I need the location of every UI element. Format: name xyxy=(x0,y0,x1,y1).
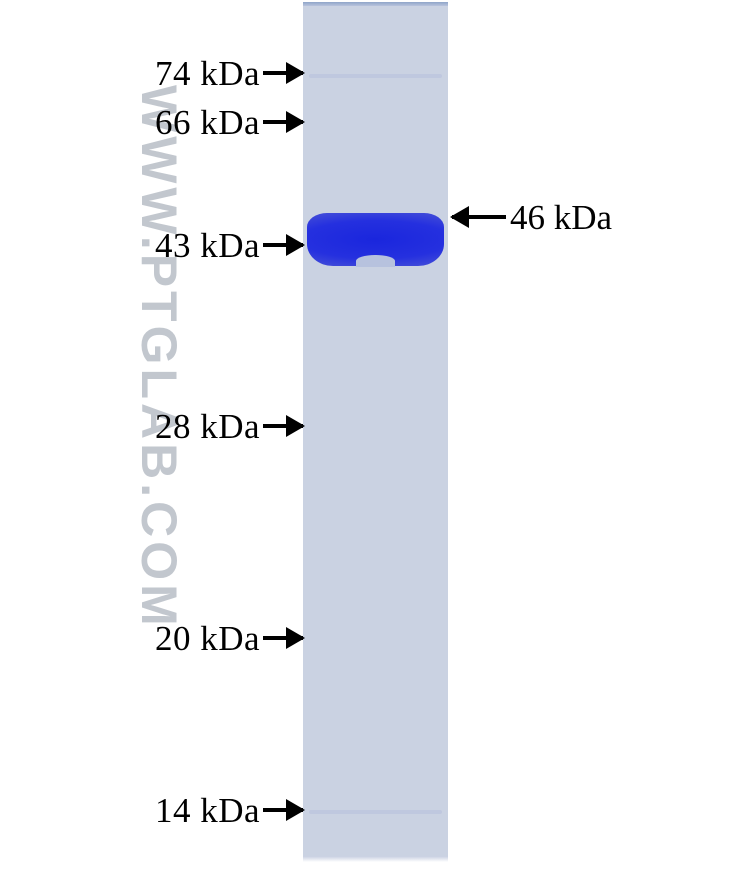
arrow-right-icon xyxy=(263,120,303,124)
arrow-left-icon xyxy=(452,215,506,219)
arrow-right-icon xyxy=(263,424,303,428)
ladder-label-20kda: 20 kDa xyxy=(155,621,260,656)
lane-bottom-fade xyxy=(303,856,448,862)
gel-lane xyxy=(303,2,448,862)
lane-top-edge xyxy=(303,2,448,6)
arrow-right-icon xyxy=(263,808,303,812)
arrow-right-icon xyxy=(263,636,303,640)
ladder-label-28kda: 28 kDa xyxy=(155,409,260,444)
ladder-label-74kda: 74 kDa xyxy=(155,56,260,91)
ladder-label-66kda: 66 kDa xyxy=(155,105,260,140)
faint-band-2 xyxy=(309,810,442,814)
target-band-label: 46 kDa xyxy=(510,200,612,235)
faint-band-1 xyxy=(309,74,442,78)
arrow-right-icon xyxy=(263,243,303,247)
arrow-right-icon xyxy=(263,71,303,75)
watermark-text: WWW.PTGLAB.COM xyxy=(130,85,188,630)
gel-figure: WWW.PTGLAB.COM 74 kDa 66 kDa 43 kDa 28 k… xyxy=(0,0,740,888)
lane-body xyxy=(303,6,448,856)
ladder-label-14kda: 14 kDa xyxy=(155,793,260,828)
protein-band-46kda xyxy=(307,213,444,266)
ladder-label-43kda: 43 kDa xyxy=(155,228,260,263)
